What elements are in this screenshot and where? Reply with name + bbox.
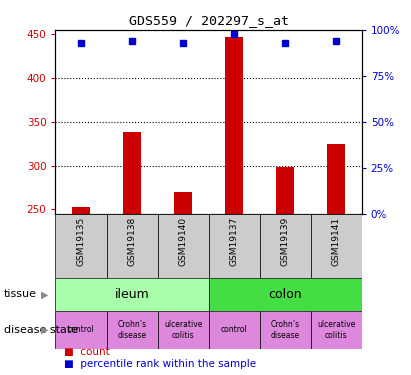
Bar (123, 132, 141, 214)
Bar (72, 207, 90, 214)
Text: ulcerative
colitis: ulcerative colitis (164, 320, 202, 340)
Bar (174, 192, 192, 214)
Text: GSM19137: GSM19137 (230, 217, 239, 266)
Bar (157, 214, 208, 278)
Text: tissue: tissue (4, 290, 37, 299)
Bar (106, 214, 157, 278)
Text: GSM19141: GSM19141 (332, 217, 341, 266)
Text: ▶: ▶ (41, 325, 48, 335)
Bar (225, 37, 243, 214)
Text: disease state: disease state (4, 325, 78, 335)
Bar (209, 278, 362, 311)
Bar (209, 214, 260, 278)
Bar (55, 214, 106, 278)
Title: GDS559 / 202297_s_at: GDS559 / 202297_s_at (129, 15, 289, 27)
Text: ulcerative
colitis: ulcerative colitis (317, 320, 356, 340)
Bar (260, 214, 311, 278)
Bar (311, 214, 362, 278)
Bar (55, 311, 106, 349)
Text: Crohn’s
disease: Crohn’s disease (118, 320, 147, 340)
Text: GSM19138: GSM19138 (127, 217, 136, 266)
Text: ileum: ileum (115, 288, 150, 301)
Text: control: control (221, 326, 247, 334)
Bar (276, 167, 294, 214)
Text: ■  count: ■ count (64, 348, 109, 357)
Bar (260, 311, 311, 349)
Bar (209, 311, 260, 349)
Bar (55, 278, 209, 311)
Bar (106, 311, 157, 349)
Text: colon: colon (268, 288, 302, 301)
Text: ▶: ▶ (41, 290, 48, 299)
Text: GSM19139: GSM19139 (281, 217, 290, 266)
Text: GSM19135: GSM19135 (76, 217, 85, 266)
Bar (311, 311, 362, 349)
Bar (157, 311, 208, 349)
Bar (327, 144, 345, 214)
Text: GSM19140: GSM19140 (178, 217, 187, 266)
Text: Crohn’s
disease: Crohn’s disease (270, 320, 300, 340)
Text: control: control (68, 326, 95, 334)
Text: ■  percentile rank within the sample: ■ percentile rank within the sample (64, 359, 256, 369)
